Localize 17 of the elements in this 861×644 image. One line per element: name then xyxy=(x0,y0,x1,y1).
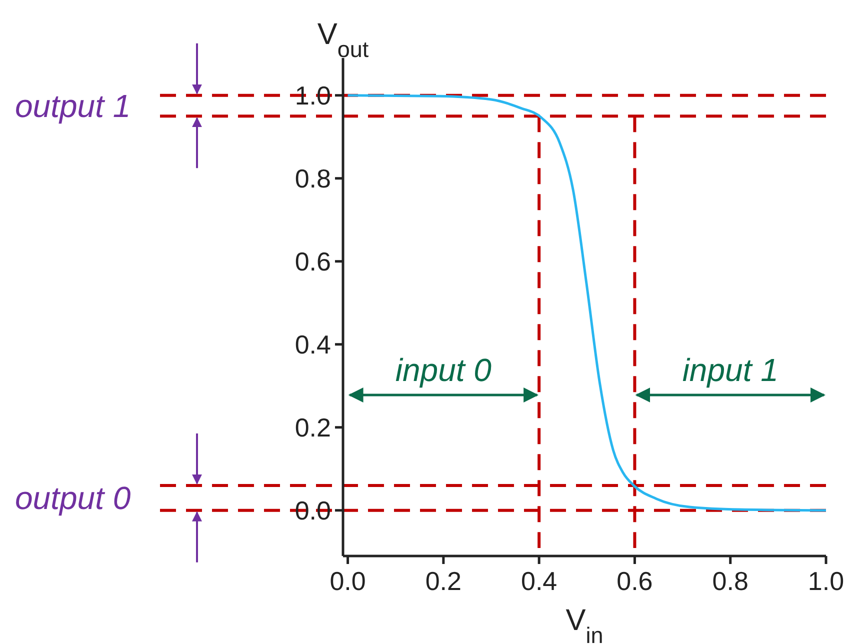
x-tick-label: 0.8 xyxy=(712,566,748,596)
y-tick-label: 0.4 xyxy=(294,329,331,360)
y-tick-label: 0.8 xyxy=(294,163,331,194)
y-tick-label: 0.2 xyxy=(294,412,331,442)
y-axis-title: V$_{out}$ xyxy=(317,18,370,62)
y-tick-label: 0.6 xyxy=(294,246,331,276)
annotation: input 1 xyxy=(682,352,778,388)
x-axis-title: V$_{in}$ xyxy=(566,604,604,644)
x-tick-label: 0.6 xyxy=(616,566,653,596)
x-tick-label: 0.4 xyxy=(520,566,558,596)
x-tick-label: 0.2 xyxy=(425,566,462,596)
annotation: input 0 xyxy=(395,352,492,388)
x-tick-label: 1.0 xyxy=(808,566,844,596)
text: output 1 xyxy=(15,88,131,124)
text: output 0 xyxy=(15,480,131,516)
line-series xyxy=(346,94,828,512)
x-tick-label: 0.0 xyxy=(330,566,366,596)
